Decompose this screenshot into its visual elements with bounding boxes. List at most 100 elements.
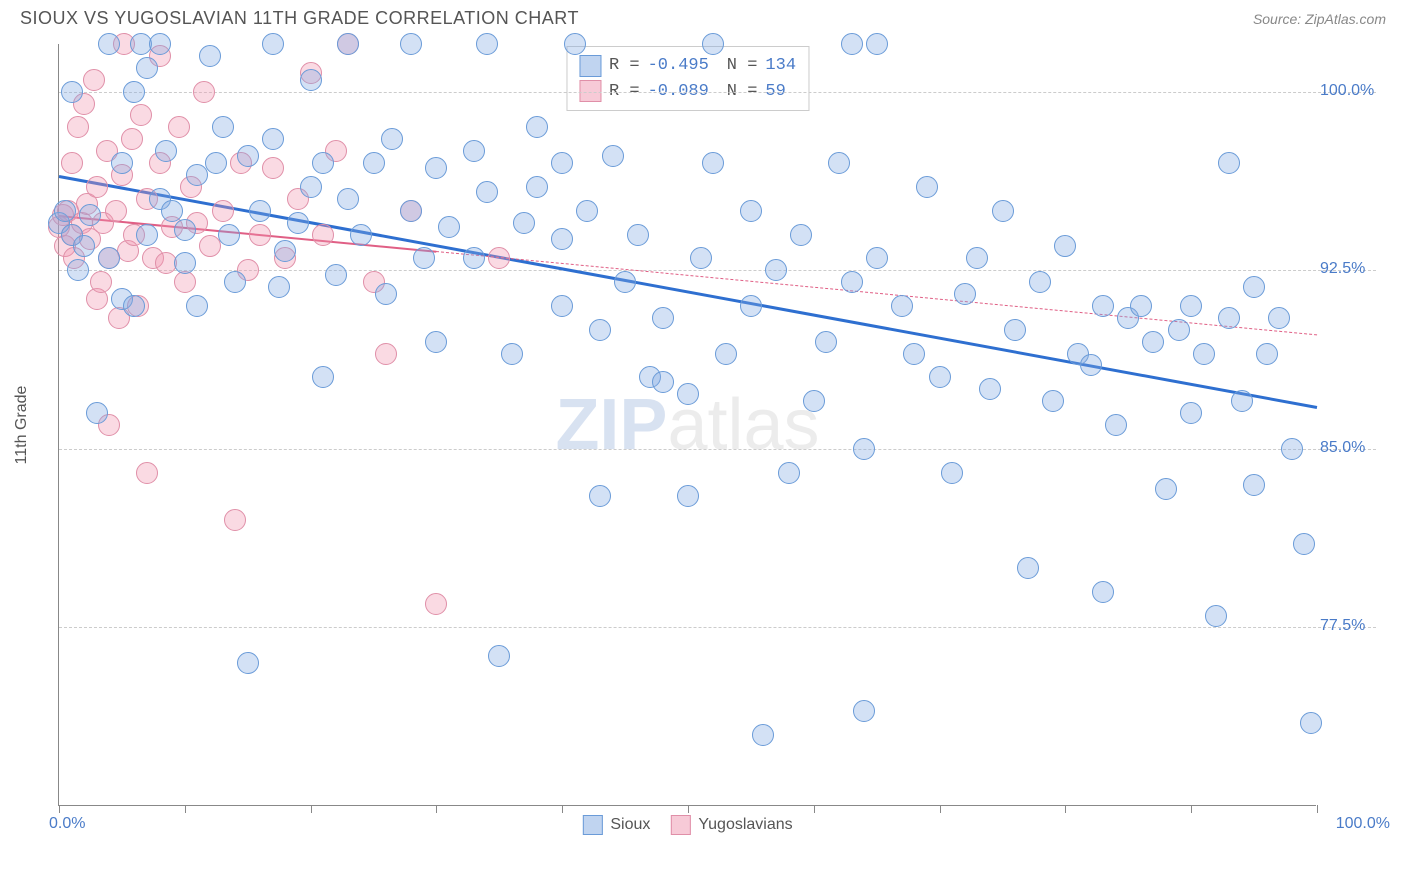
gridline (59, 627, 1376, 628)
data-point (1142, 331, 1164, 353)
x-tick (185, 805, 186, 813)
data-point (551, 228, 573, 250)
data-point (300, 69, 322, 91)
data-point (425, 593, 447, 615)
data-point (262, 33, 284, 55)
data-point (193, 81, 215, 103)
data-point (614, 271, 636, 293)
data-point (778, 462, 800, 484)
data-point (1243, 276, 1265, 298)
data-point (1130, 295, 1152, 317)
data-point (86, 402, 108, 424)
data-point (966, 247, 988, 269)
data-point (337, 188, 359, 210)
trend-line (59, 175, 1318, 409)
legend-item: Yugoslavians (670, 815, 792, 835)
data-point (815, 331, 837, 353)
data-point (130, 104, 152, 126)
data-point (1155, 478, 1177, 500)
data-point (61, 81, 83, 103)
data-point (274, 240, 296, 262)
data-point (1004, 319, 1026, 341)
x-tick (1065, 805, 1066, 813)
data-point (488, 645, 510, 667)
y-tick-label: 85.0% (1320, 439, 1390, 457)
data-point (268, 276, 290, 298)
data-point (690, 247, 712, 269)
data-point (1092, 581, 1114, 603)
data-point (325, 264, 347, 286)
data-point (979, 378, 1001, 400)
legend-item: Sioux (582, 815, 650, 835)
data-point (123, 81, 145, 103)
data-point (199, 235, 221, 257)
data-point (249, 200, 271, 222)
data-point (841, 271, 863, 293)
legend-r-value: -0.495 (648, 53, 709, 79)
data-point (381, 128, 403, 150)
data-point (853, 700, 875, 722)
data-point (891, 295, 913, 317)
data-point (564, 33, 586, 55)
data-point (1218, 152, 1240, 174)
y-axis-label: 11th Grade (13, 386, 31, 465)
data-point (105, 200, 127, 222)
data-point (375, 343, 397, 365)
data-point (111, 152, 133, 174)
data-point (79, 204, 101, 226)
data-point (98, 33, 120, 55)
data-point (212, 116, 234, 138)
x-tick (814, 805, 815, 813)
data-point (929, 366, 951, 388)
data-point (488, 247, 510, 269)
data-point (476, 33, 498, 55)
data-point (1180, 402, 1202, 424)
data-point (218, 224, 240, 246)
data-point (677, 485, 699, 507)
data-point (765, 259, 787, 281)
gridline (59, 449, 1376, 450)
data-point (702, 33, 724, 55)
data-point (1017, 557, 1039, 579)
data-point (186, 164, 208, 186)
data-point (1231, 390, 1253, 412)
data-point (123, 295, 145, 317)
data-point (249, 224, 271, 246)
data-point (1029, 271, 1051, 293)
y-tick-label: 92.5% (1320, 260, 1390, 278)
x-tick (562, 805, 563, 813)
data-point (853, 438, 875, 460)
data-point (992, 200, 1014, 222)
data-point (300, 176, 322, 198)
data-point (174, 271, 196, 293)
data-point (287, 212, 309, 234)
data-point (1042, 390, 1064, 412)
data-point (67, 259, 89, 281)
data-point (752, 724, 774, 746)
data-point (866, 33, 888, 55)
data-point (86, 176, 108, 198)
x-axis-min-label: 0.0% (49, 815, 85, 833)
data-point (98, 247, 120, 269)
data-point (1293, 533, 1315, 555)
data-point (350, 224, 372, 246)
data-point (67, 116, 89, 138)
data-point (526, 176, 548, 198)
data-point (841, 33, 863, 55)
data-point (652, 371, 674, 393)
y-tick-label: 100.0% (1320, 82, 1390, 100)
data-point (1281, 438, 1303, 460)
data-point (199, 45, 221, 67)
x-tick (940, 805, 941, 813)
legend-label: Sioux (610, 816, 650, 834)
data-point (652, 307, 674, 329)
data-point (954, 283, 976, 305)
data-point (83, 69, 105, 91)
data-point (1054, 235, 1076, 257)
chart-source: Source: ZipAtlas.com (1253, 11, 1386, 27)
data-point (237, 145, 259, 167)
legend-n-value: 134 (765, 53, 796, 79)
data-point (375, 283, 397, 305)
data-point (400, 33, 422, 55)
legend-row: R =-0.495N =134 (579, 53, 796, 79)
